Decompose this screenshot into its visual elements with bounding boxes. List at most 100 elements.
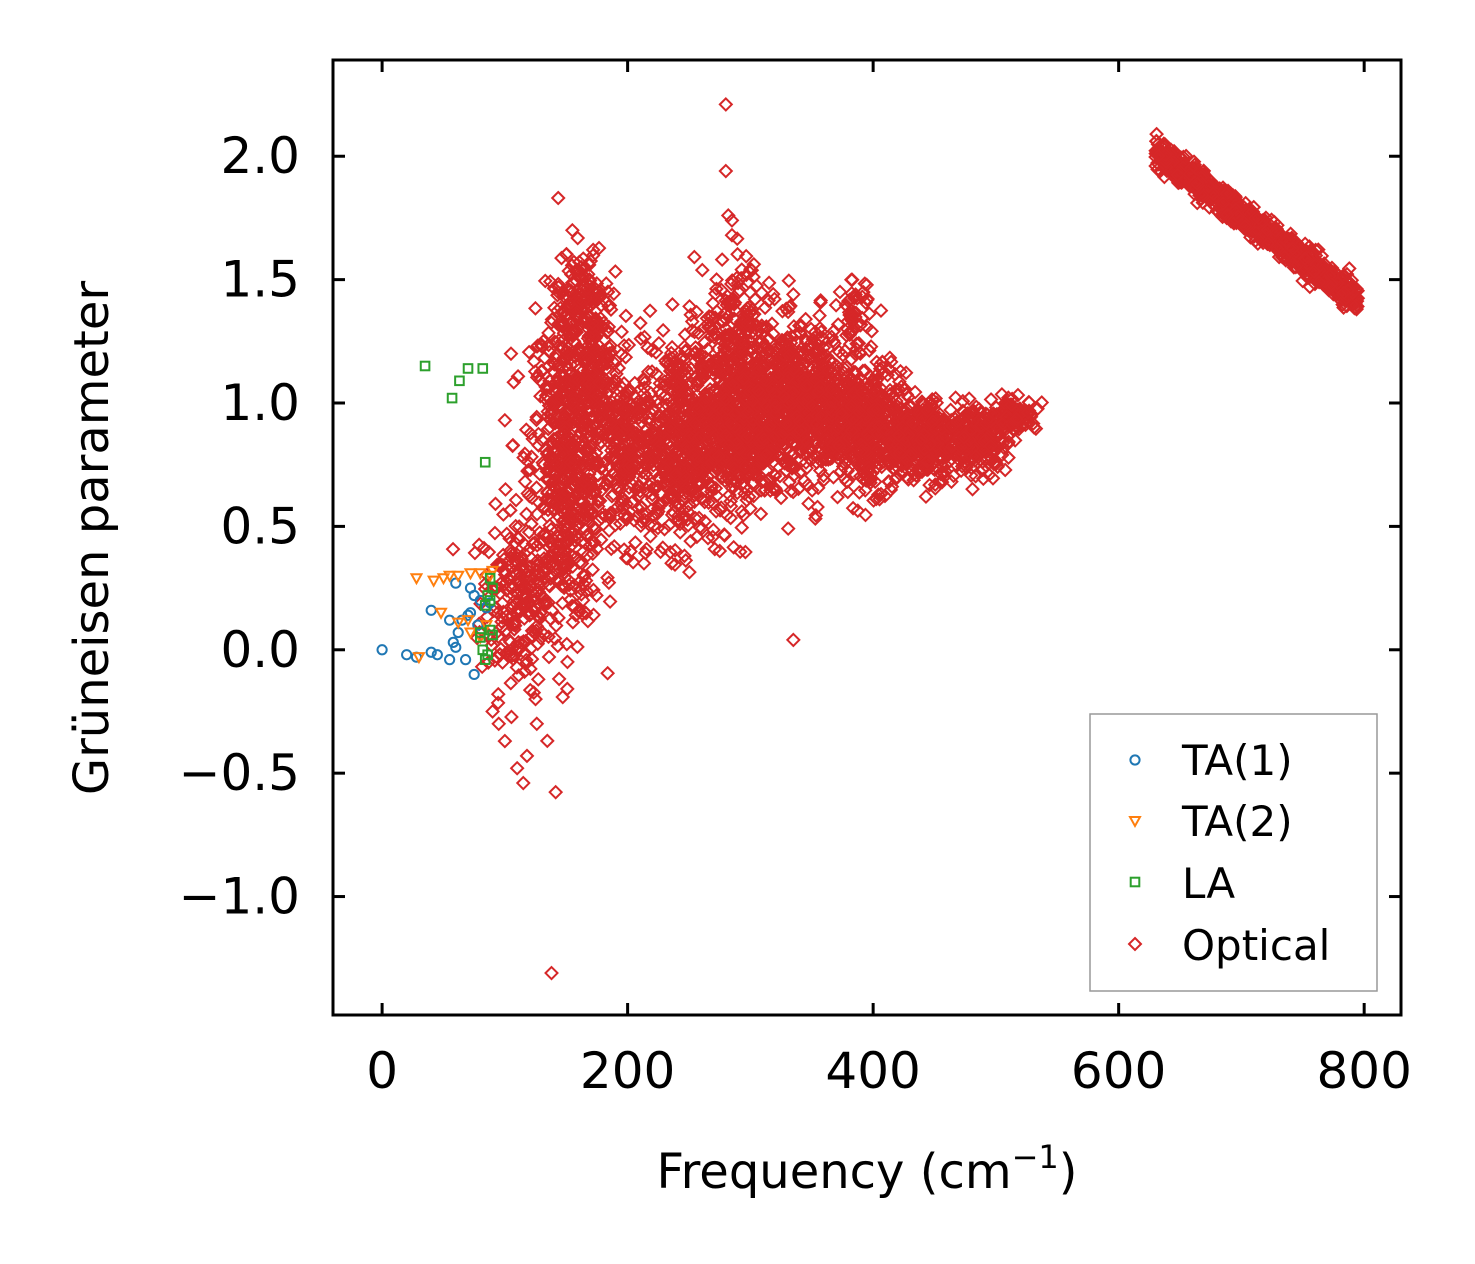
optical-point [739, 365, 755, 381]
optical-point [555, 505, 571, 521]
optical-point [824, 403, 840, 419]
optical-point [689, 486, 705, 502]
optical-point [527, 592, 543, 607]
optical-point [804, 482, 820, 498]
optical-point [913, 432, 929, 447]
optical-point [643, 429, 659, 445]
optical-point [495, 507, 511, 522]
optical-point [824, 381, 840, 397]
optical-point [706, 446, 722, 462]
optical-point [517, 664, 532, 680]
optical-point [729, 468, 745, 484]
optical-point [523, 577, 539, 593]
optical-point [704, 429, 720, 445]
optical-point [508, 518, 524, 534]
optical-point [528, 300, 543, 316]
optical-point [564, 437, 580, 453]
optical-point [622, 441, 637, 457]
optical-point [651, 438, 667, 454]
optical-point [788, 327, 803, 343]
optical-point [743, 446, 759, 462]
optical-point [676, 451, 692, 467]
optical-point [694, 262, 710, 278]
optical-point [1009, 411, 1024, 427]
optical-point [476, 540, 492, 556]
optical-point [935, 458, 950, 474]
optical-point [588, 521, 604, 537]
optical-point [635, 452, 651, 468]
optical-point [723, 469, 739, 484]
optical-point [650, 520, 666, 536]
optical-point [852, 400, 867, 416]
optical-point [849, 374, 865, 390]
optical-point [863, 471, 879, 487]
optical-point [576, 494, 591, 510]
optical-point [1034, 395, 1050, 410]
optical-point [610, 426, 626, 442]
optical-point [538, 379, 554, 395]
optical-point [986, 456, 1002, 472]
optical-point [854, 443, 870, 458]
optical-point [711, 448, 727, 464]
optical-point [542, 274, 558, 289]
optical-point [830, 489, 845, 505]
optical-point [745, 447, 761, 463]
optical-point [586, 607, 601, 623]
optical-point [757, 300, 773, 316]
optical-point [712, 502, 728, 518]
optical-point [919, 454, 935, 470]
optical-point [517, 645, 533, 661]
optical-point [561, 361, 576, 377]
optical-point [780, 395, 796, 410]
data-points [376, 97, 1366, 981]
optical-point [709, 488, 725, 504]
optical-point [845, 500, 861, 516]
optical-point [814, 408, 830, 424]
optical-point [750, 382, 766, 398]
optical-point [834, 406, 850, 422]
optical-point [740, 482, 756, 498]
optical-point [708, 363, 724, 379]
optical-point [800, 477, 816, 493]
optical-point [880, 367, 895, 383]
optical-point [646, 518, 662, 534]
optical-point [618, 349, 634, 365]
optical-point [773, 338, 789, 354]
optical-point [600, 570, 615, 586]
optical-point [650, 500, 666, 516]
optical-point [709, 272, 725, 287]
optical-point [774, 427, 789, 442]
optical-point [985, 470, 1001, 486]
optical-point [765, 430, 781, 446]
optical-point [503, 675, 519, 691]
optical-point [859, 426, 875, 442]
optical-point [569, 517, 585, 533]
optical-point [1010, 387, 1026, 403]
optical-point [861, 460, 877, 476]
optical-point [665, 385, 680, 401]
optical-point [732, 326, 748, 342]
optical-point [729, 231, 745, 247]
optical-point [717, 473, 733, 489]
optical-point [774, 332, 790, 348]
optical-point [703, 319, 719, 335]
optical-point [602, 510, 617, 526]
optical-point [793, 422, 808, 438]
optical-point [532, 565, 548, 581]
optical-point [933, 466, 949, 482]
optical-point [550, 371, 566, 386]
optical-point [621, 337, 637, 353]
optical-point [634, 464, 650, 480]
optical-point [522, 607, 538, 623]
optical-point [831, 384, 846, 400]
optical-point [663, 362, 679, 378]
optical-point [737, 544, 753, 560]
optical-point [705, 362, 721, 377]
optical-point [502, 502, 518, 518]
optical-point [505, 438, 521, 454]
optical-point [808, 507, 824, 523]
optical-point [789, 408, 805, 424]
optical-point [559, 636, 575, 652]
optical-point [632, 315, 648, 331]
optical-point [812, 320, 828, 336]
